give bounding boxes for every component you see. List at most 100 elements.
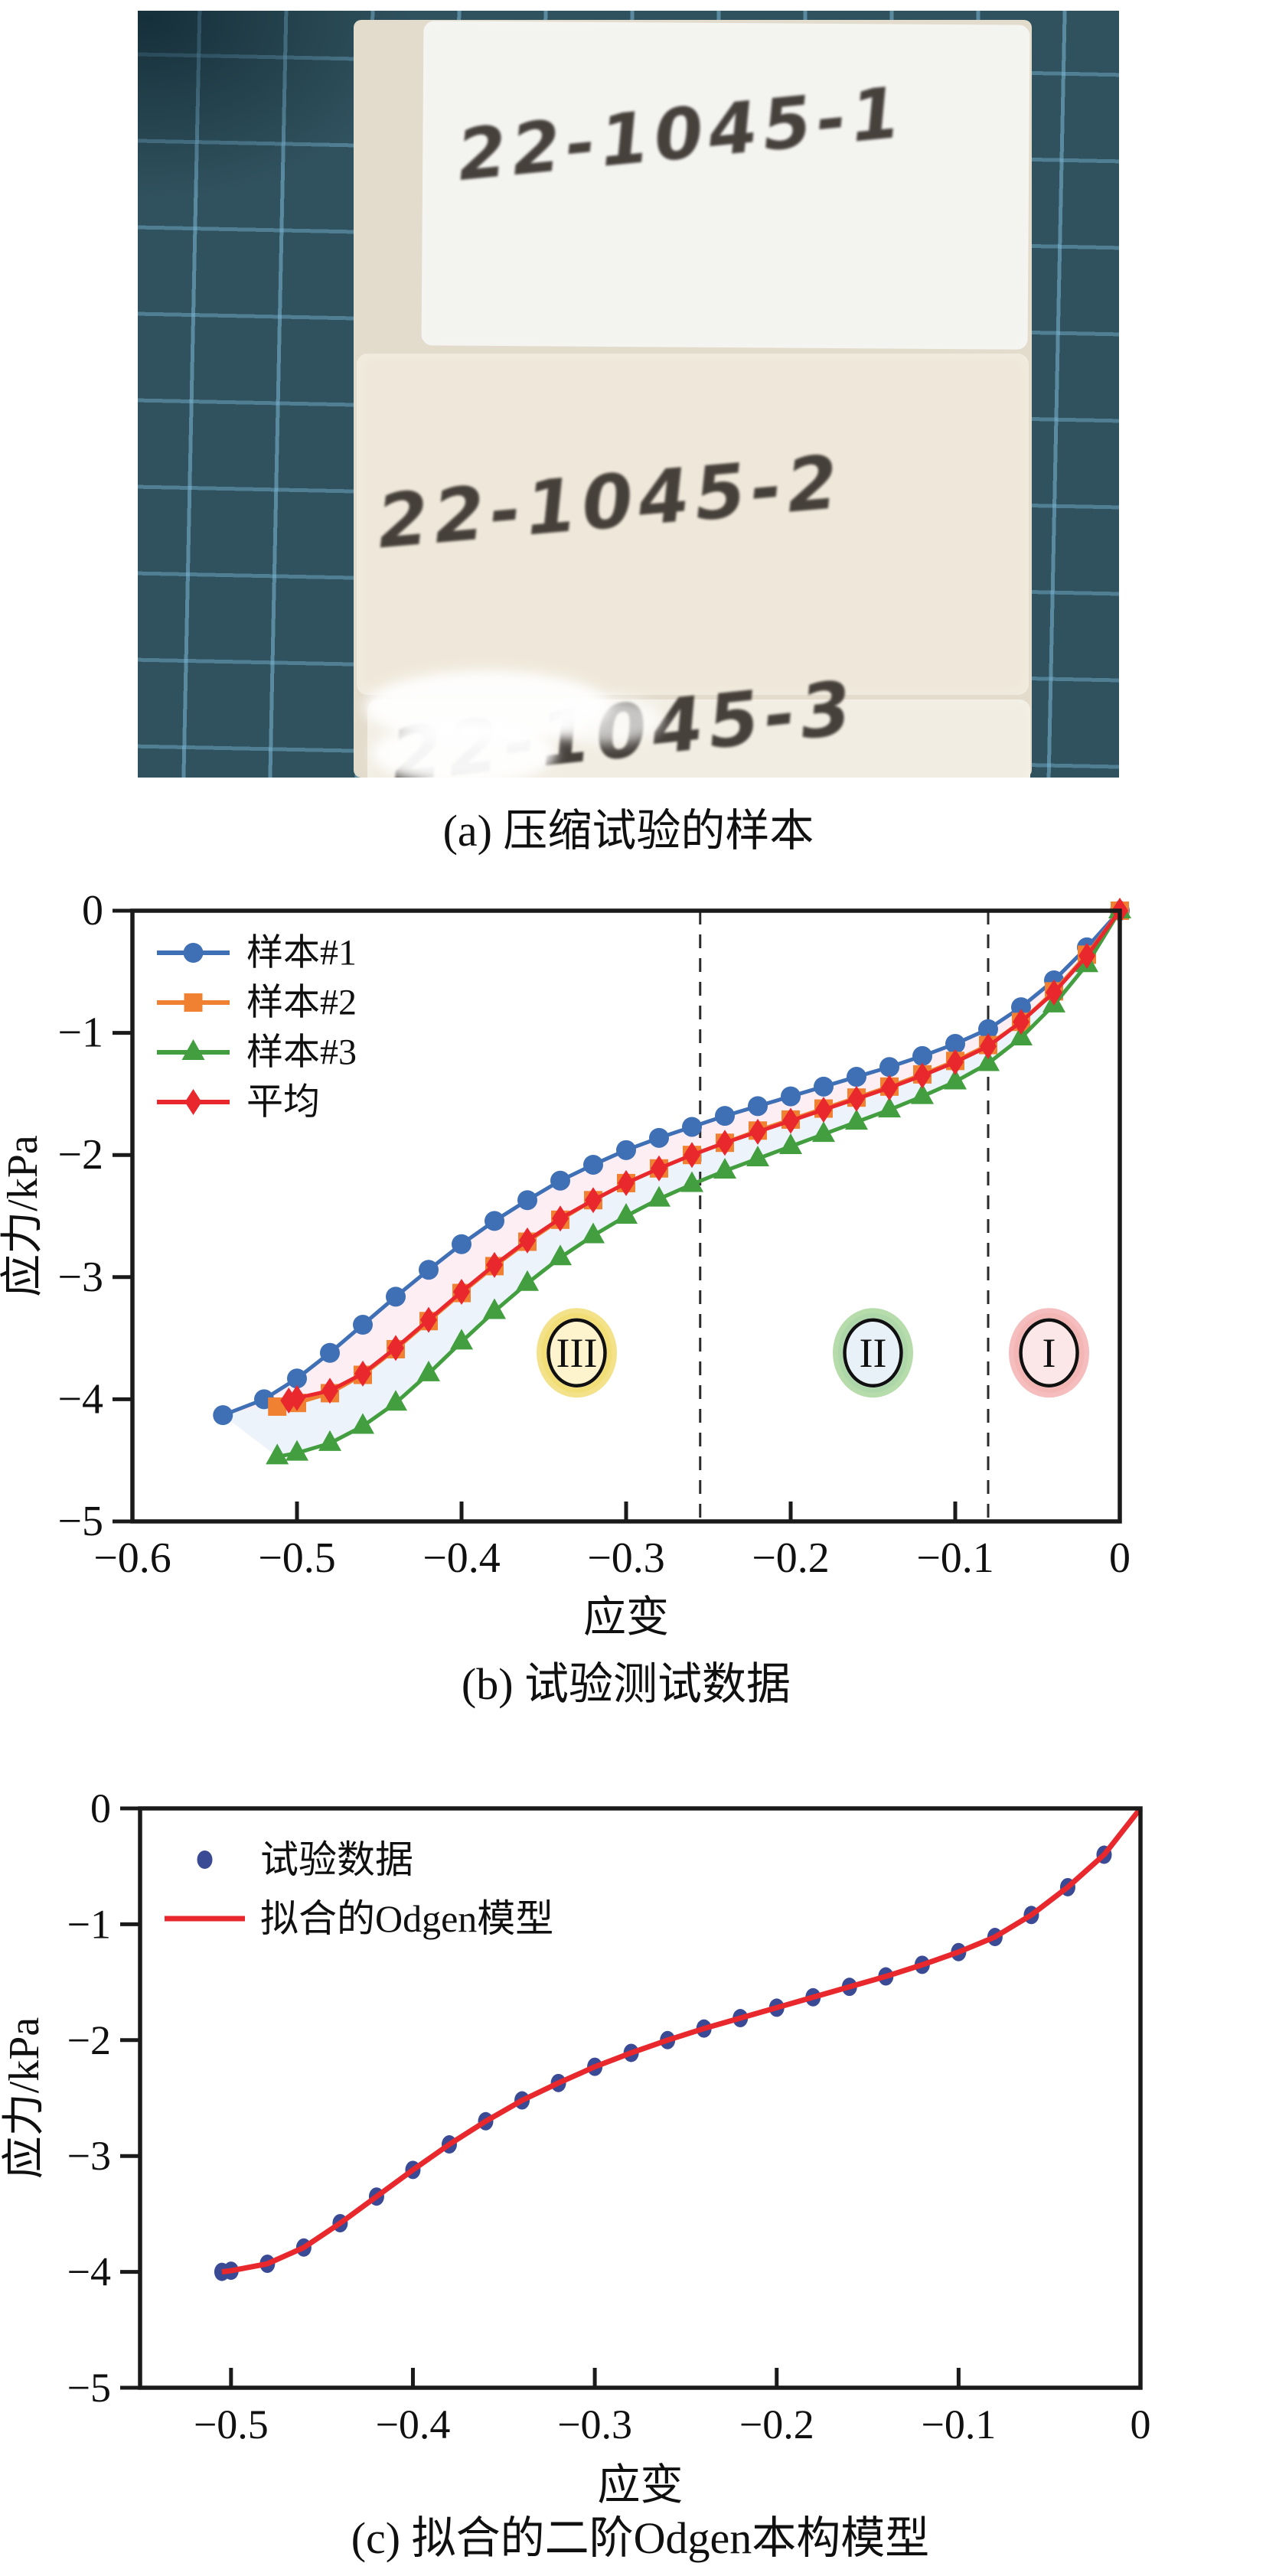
series-marker-2 (779, 1133, 802, 1155)
x-tick-label: −0.1 (916, 1534, 994, 1582)
series-marker-2 (746, 1145, 769, 1166)
series-marker-2 (878, 1097, 901, 1118)
y-tick-label: 0 (90, 1785, 111, 1831)
x-tick-label: 0 (1131, 2402, 1151, 2447)
legend-marker (184, 1089, 202, 1115)
series-marker-2 (680, 1171, 703, 1192)
region-badge-glow (833, 1308, 913, 1398)
series-marker-3 (280, 1387, 298, 1414)
series-marker-2 (944, 1068, 967, 1090)
series-marker-3 (881, 1074, 898, 1101)
series-marker-2 (516, 1270, 539, 1291)
series-marker-0 (583, 1154, 603, 1175)
legend-label: 样本#3 (246, 1032, 357, 1073)
series-marker-0 (879, 1057, 899, 1078)
region-badge-label: I (1042, 1330, 1056, 1376)
series-marker-0 (814, 1076, 834, 1097)
sample-label-1: 22-1045-1 (453, 71, 909, 197)
region-badge-label: III (556, 1330, 598, 1376)
legend-label: 试验数据 (260, 1838, 413, 1881)
series-marker-2 (450, 1329, 473, 1350)
series-marker-0 (452, 1234, 471, 1254)
series-marker-3 (980, 1033, 997, 1060)
caption-panel-a: (a) 压缩试验的样本 (442, 806, 814, 856)
y-tick-label: 0 (82, 887, 103, 934)
series-marker-3 (354, 1360, 371, 1387)
series-marker-3 (914, 1062, 931, 1089)
x-tick-label: −0.2 (739, 2402, 814, 2447)
series-marker-0 (353, 1315, 373, 1335)
series-marker-2 (582, 1222, 605, 1244)
panel-caption: (c) 拟合的二阶Odgen本构模型 (351, 2513, 930, 2563)
legend-label: 样本#2 (246, 983, 357, 1023)
x-tick-label: 0 (1109, 1534, 1131, 1582)
series-band (223, 911, 1120, 1457)
series-marker-2 (845, 1109, 868, 1130)
series-marker-2 (351, 1413, 374, 1434)
series-marker-2 (483, 1298, 506, 1319)
series-marker-3 (749, 1118, 766, 1145)
y-tick-label: −1 (57, 1009, 103, 1057)
series-marker-2 (812, 1121, 835, 1143)
x-tick-label: −0.3 (587, 1534, 665, 1582)
series-marker-3 (1046, 979, 1062, 1006)
series-marker-0 (978, 1019, 998, 1039)
legend-label: 拟合的Odgen模型 (260, 1897, 553, 1940)
x-tick-label: −0.2 (752, 1534, 830, 1582)
x-tick-label: −0.3 (557, 2402, 632, 2447)
foam-sample-2: 22-1045-2 (357, 354, 1029, 695)
series-marker-0 (320, 1342, 340, 1363)
x-tick-label: −0.1 (921, 2402, 996, 2447)
legend-label: 样本#1 (246, 933, 357, 973)
series-marker-2 (1010, 1024, 1033, 1045)
y-tick-label: −4 (67, 2249, 111, 2295)
series-marker-0 (386, 1286, 406, 1307)
legend-label: 平均 (246, 1082, 320, 1123)
series-marker-0 (649, 1127, 669, 1148)
series-marker-0 (214, 2262, 230, 2281)
series-marker-0 (847, 1067, 866, 1087)
series-marker-3 (782, 1107, 799, 1134)
region-badge-ring (843, 1318, 903, 1388)
series-marker-3 (947, 1048, 964, 1075)
foam-sample-1: 22-1045-1 (421, 21, 1030, 350)
series-marker-3 (585, 1187, 602, 1214)
series-marker-0 (517, 1190, 537, 1211)
chart-panel-c: −0.5 −0.4 −0.3 −0.2 −0.1 0 0 −1 −2 −3 −4 −5 应变 应力/kPa… (1, 1785, 1151, 2563)
series-marker-3 (519, 1227, 536, 1254)
series-marker-3 (453, 1278, 470, 1305)
series-marker-0 (715, 1106, 735, 1127)
legend-marker (183, 943, 204, 963)
series-marker-0 (1011, 997, 1031, 1018)
series-marker-3 (552, 1205, 569, 1232)
panel-caption: (b) 试验测试数据 (462, 1659, 791, 1709)
region-badge-glow (537, 1308, 617, 1398)
y-tick-label: −2 (57, 1131, 103, 1179)
series-marker-0 (287, 1368, 307, 1389)
series-marker-0 (682, 1117, 702, 1137)
y-tick-label: −1 (67, 1901, 111, 1947)
series-marker-2 (549, 1244, 572, 1266)
y-tick-label: −4 (57, 1375, 103, 1423)
series-marker-2 (286, 1440, 308, 1461)
chart-panel-b: −0.6 −0.5 −0.4 −0.3 −0.2 −0.1 0 0 −1 −2 −3 −4 −5 应变 应力… (0, 887, 1131, 1709)
plot-frame (138, 1806, 1143, 2390)
series-marker-3 (486, 1251, 503, 1278)
series-marker-2 (266, 1443, 289, 1465)
x-tick-label: −0.5 (258, 1534, 336, 1582)
series-marker-2 (318, 1430, 341, 1451)
series-marker-3 (815, 1097, 832, 1123)
x-tick-label: −0.6 (93, 1534, 171, 1582)
x-tick-label: −0.4 (423, 1534, 501, 1582)
series-marker-3 (716, 1130, 733, 1156)
series-marker-2 (648, 1185, 671, 1207)
series-marker-3 (321, 1378, 338, 1404)
photo-glare (548, 696, 663, 744)
photo-glare (372, 721, 556, 778)
x-axis-label: 应变 (583, 1594, 669, 1642)
series-marker-2 (615, 1203, 638, 1224)
x-tick-label: −0.4 (375, 2402, 450, 2447)
series-marker-3 (1078, 943, 1095, 970)
series-line-0 (222, 909, 1121, 1417)
series-marker-0 (485, 1211, 504, 1231)
